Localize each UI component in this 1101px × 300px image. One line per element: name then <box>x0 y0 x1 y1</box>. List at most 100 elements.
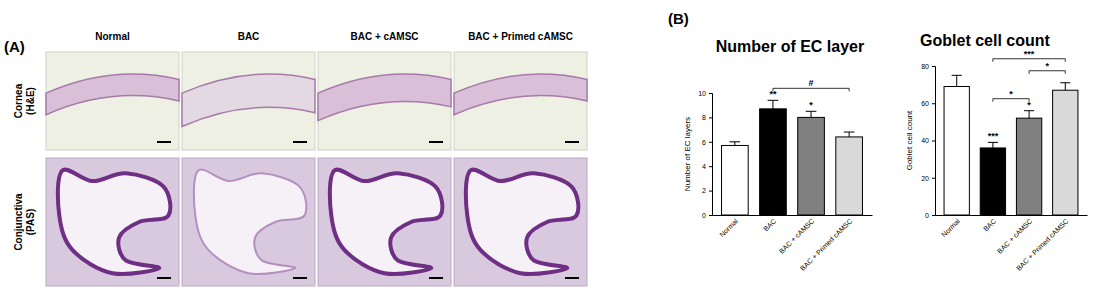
x-tick-label: Normal <box>718 217 739 238</box>
x-tick: BAC + Primed cAMSC <box>1015 215 1070 272</box>
significance-label: # <box>809 78 814 88</box>
y-tick: 0 <box>925 212 935 219</box>
bar-chart: Number of EC layerNumber of EC layers024… <box>683 38 873 272</box>
row-label: Cornea(H&E) <box>13 83 36 118</box>
scale-bar <box>565 141 579 143</box>
bar-chart: Goblet cell countGoblet cell count020406… <box>905 32 1088 272</box>
conjunctiva-lumen <box>330 170 442 274</box>
error-bar <box>768 100 779 109</box>
error-bar <box>806 111 817 117</box>
column-label: BAC + Primed cAMSC <box>468 31 573 42</box>
image-background <box>182 158 315 286</box>
error-bar <box>1060 83 1070 90</box>
error-bar-cap <box>1060 82 1070 83</box>
x-tick: BAC + cAMSC <box>778 215 816 255</box>
significance-bracket <box>993 59 1065 62</box>
scale-bar <box>429 141 443 143</box>
bar <box>1016 118 1041 215</box>
significance-bracket <box>773 88 849 91</box>
error-bar <box>952 75 962 86</box>
x-axis-line <box>713 215 873 216</box>
row-label-line: Conjunctiva <box>13 193 24 251</box>
bar <box>798 117 825 215</box>
cornea-image <box>46 52 179 150</box>
x-tick: BAC + Primed cAMSC <box>799 215 854 272</box>
image-background <box>454 158 587 286</box>
chart-title: Goblet cell count <box>920 32 1050 49</box>
x-tick-label: BAC + cAMSC <box>996 217 1034 255</box>
scale-bar <box>429 277 443 279</box>
y-tick-label: 80 <box>921 63 929 70</box>
y-tick-label: 0 <box>925 212 929 219</box>
bar <box>836 137 863 215</box>
y-tick-mark <box>932 141 935 142</box>
y-tick: 0 <box>702 212 712 219</box>
scale-bar <box>565 277 579 279</box>
column-label: BAC <box>238 31 260 42</box>
x-tick: Normal <box>718 215 739 238</box>
y-axis: 0 2 4 6 8 10 <box>698 90 712 219</box>
y-tick-label: 2 <box>702 187 706 194</box>
significance-label: *** <box>1024 49 1035 59</box>
error-bar-stem <box>849 132 850 137</box>
y-axis-title: Number of EC layers <box>683 117 692 191</box>
error-bar-cap <box>806 111 817 112</box>
error-bar-cap <box>952 75 962 76</box>
y-tick-label: 40 <box>921 137 929 144</box>
significance-bracket <box>993 99 1029 102</box>
panel-label: (B) <box>668 10 689 27</box>
y-tick-mark <box>709 191 712 192</box>
x-axis: Normal BACBAC + cAMSCBAC + Primed cAMSC <box>713 215 873 272</box>
y-tick-label: 10 <box>698 90 706 97</box>
y-tick-mark <box>709 142 712 143</box>
scale-bar <box>157 141 171 143</box>
y-axis: 020406080 <box>921 63 935 219</box>
conjunctiva-lumen <box>58 170 170 274</box>
row-label-line: Cornea <box>13 83 24 118</box>
x-tick: Normal <box>940 215 961 238</box>
y-tick-mark <box>932 178 935 179</box>
y-tick-mark <box>709 93 712 94</box>
x-tick-label: BAC + cAMSC <box>778 217 816 255</box>
plot-area <box>722 100 863 215</box>
cornea-tissue <box>46 74 179 115</box>
cornea-tissue <box>182 74 315 126</box>
y-tick-mark <box>709 215 712 216</box>
y-tick-label: 8 <box>702 114 706 121</box>
x-tick-label: BAC <box>762 217 777 232</box>
cornea-tissue <box>318 74 451 121</box>
error-bar-stem <box>956 75 957 86</box>
scale-bar <box>293 277 307 279</box>
y-tick-mark <box>932 66 935 67</box>
y-tick: 4 <box>702 163 712 170</box>
error-bar-cap <box>844 132 855 133</box>
error-bar-cap <box>730 141 741 142</box>
y-axis-title: Goblet cell count <box>905 110 914 170</box>
x-tick-label: Normal <box>940 217 961 238</box>
image-background <box>318 52 451 150</box>
error-bar <box>988 142 998 148</box>
x-axis: NormalBACBAC + cAMSCBAC + Primed cAMSC <box>936 215 1088 272</box>
conjunctiva-image <box>46 158 179 286</box>
error-bar-stem <box>772 100 773 109</box>
x-axis-line <box>936 215 1088 216</box>
image-background <box>454 52 587 150</box>
conjunctiva-lumen <box>466 170 578 274</box>
image-background <box>46 158 179 286</box>
image-background <box>182 52 315 150</box>
x-tick-label: BAC + Primed cAMSC <box>799 217 854 272</box>
conjunctiva-image <box>318 158 451 286</box>
y-tick-mark <box>709 117 712 118</box>
y-tick-mark <box>932 215 935 216</box>
error-bar <box>1024 111 1034 118</box>
row-label-line: (H&E) <box>25 87 36 115</box>
error-bar <box>844 132 855 137</box>
y-tick-label: 6 <box>702 139 706 146</box>
bar <box>980 148 1005 215</box>
y-tick-label: 0 <box>702 212 706 219</box>
error-bar-cap <box>1024 110 1034 111</box>
column-label: Normal <box>95 31 130 42</box>
cornea-tissue <box>454 74 587 115</box>
y-tick-label: 60 <box>921 100 929 107</box>
bar <box>722 145 749 215</box>
